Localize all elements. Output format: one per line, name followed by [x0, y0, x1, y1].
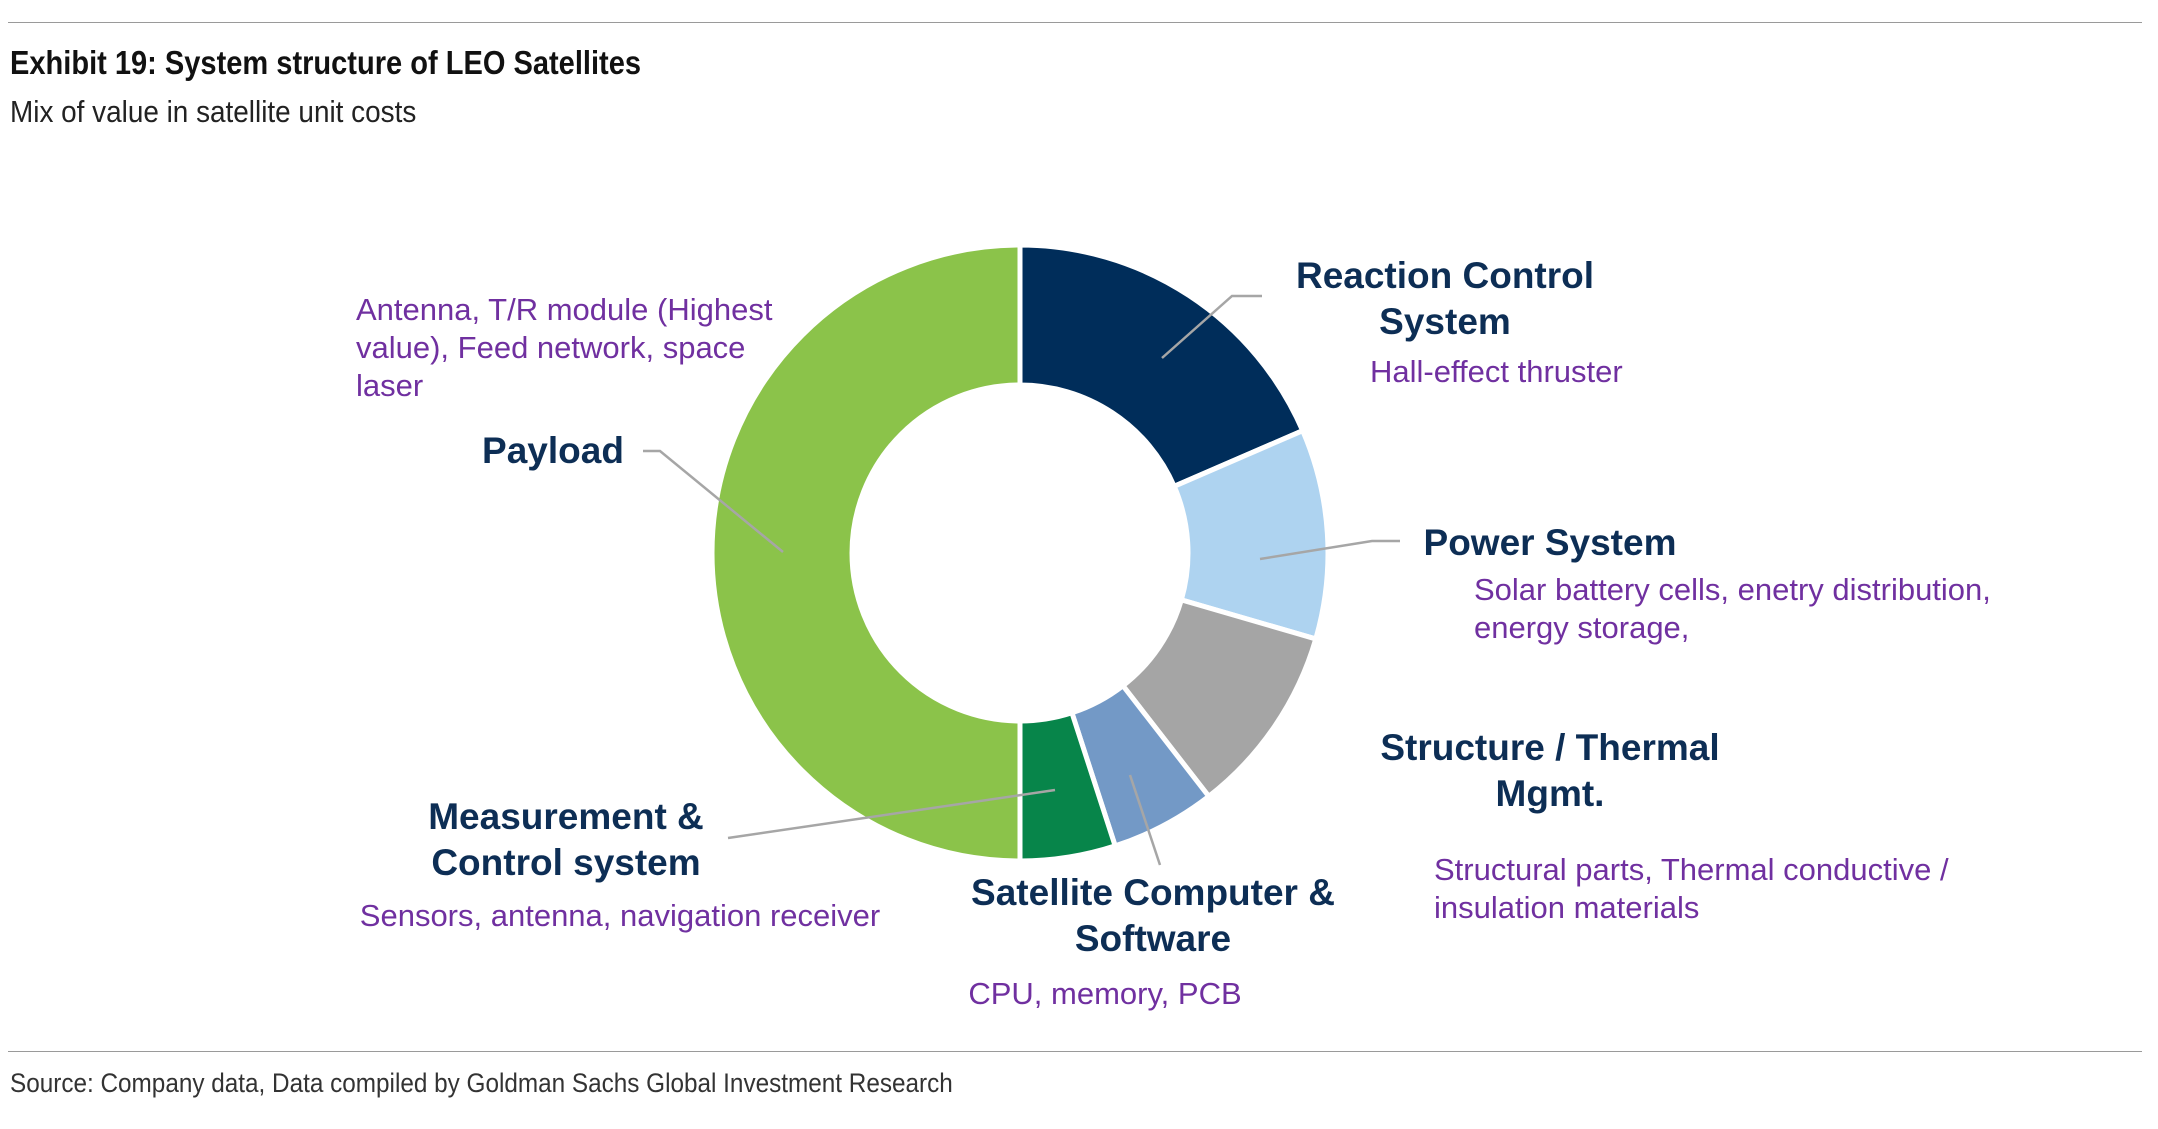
slice-label-1: Power System: [1424, 522, 1677, 563]
donut-chart: Reaction Control System Hall-effect thrust…: [356, 242, 1991, 1011]
slice-description-4: Sensors, antenna, navigation receiver: [360, 898, 880, 933]
leader-line-3: [1128, 774, 1162, 866]
donut-slices: [709, 242, 1331, 864]
slice-description-5: Antenna, T/R module (Highest value), Feed…: [356, 292, 773, 403]
leader-lines: [643, 294, 1400, 866]
slice-label-3: Satellite Computer & Software: [971, 872, 1335, 959]
leader-line-1: [1259, 539, 1400, 561]
leader-line-0: [1161, 294, 1262, 359]
slice-label-0: Reaction Control System: [1296, 255, 1594, 342]
donut-slice-0: [1017, 242, 1306, 490]
slice-label-5: Payload: [482, 430, 624, 471]
donut-slice-5: [709, 242, 1023, 864]
slice-description-2: Structural parts, Thermal conductive / in…: [1434, 852, 1949, 925]
chart-title: Exhibit 19: System structure of LEO Sate…: [10, 44, 642, 81]
slice-label-2: Structure / Thermal Mgmt.: [1380, 727, 1719, 814]
leader-line-5: [643, 449, 784, 553]
source-note: Source: Company data, Data compiled by G…: [10, 1068, 953, 1098]
top-rule: [8, 22, 2142, 23]
slice-label-4: Measurement & Control system: [428, 796, 704, 883]
leader-line-4: [727, 788, 1056, 840]
bottom-rule: [8, 1051, 2142, 1052]
slice-labels: Reaction Control System Hall-effect thrust…: [356, 255, 1991, 1011]
slice-description-1: Solar battery cells, enetry distribution…: [1474, 572, 1991, 645]
slice-description-0: Hall-effect thruster: [1370, 354, 1623, 389]
chart-subtitle: Mix of value in satellite unit costs: [10, 94, 417, 129]
slice-description-3: CPU, memory, PCB: [968, 976, 1241, 1011]
